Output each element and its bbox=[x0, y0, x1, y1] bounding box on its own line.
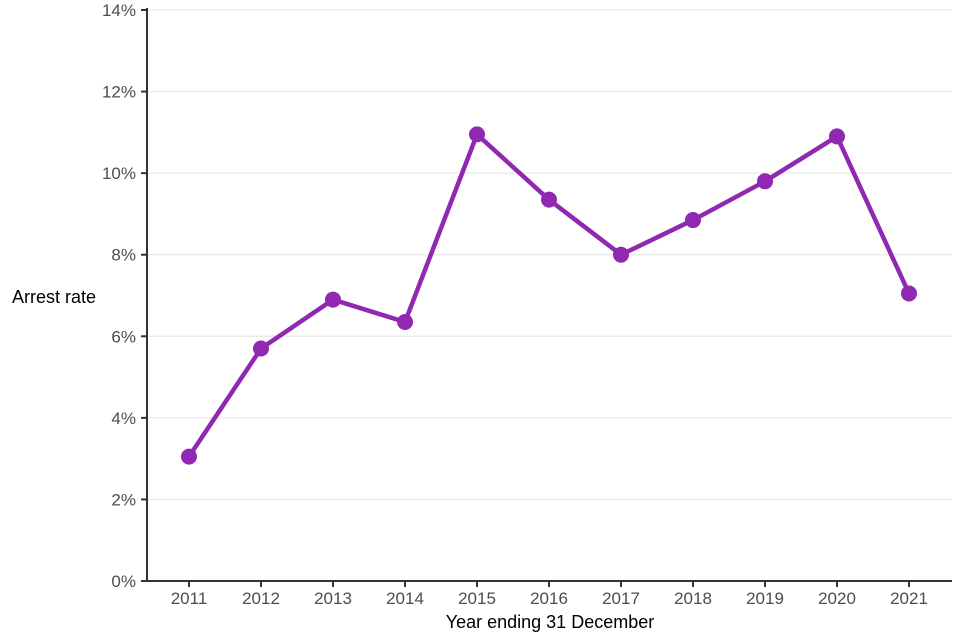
y-tick-label: 12% bbox=[102, 83, 136, 102]
axis-lines bbox=[146, 8, 952, 582]
y-tick-label: 0% bbox=[111, 572, 136, 591]
gridlines bbox=[147, 9, 952, 501]
data-point bbox=[325, 291, 341, 308]
data-point bbox=[613, 246, 629, 263]
data-point bbox=[397, 314, 413, 331]
data-point bbox=[469, 126, 485, 143]
data-point bbox=[685, 212, 701, 229]
x-tick-label: 2017 bbox=[602, 589, 640, 608]
data-series-line bbox=[186, 132, 912, 459]
x-tick-label: 2016 bbox=[530, 589, 568, 608]
data-point bbox=[181, 448, 197, 465]
x-axis-title: Year ending 31 December bbox=[446, 612, 654, 632]
data-point bbox=[757, 173, 773, 190]
data-point bbox=[253, 340, 269, 357]
y-tick-label: 14% bbox=[102, 1, 136, 20]
x-tick-label: 2013 bbox=[314, 589, 352, 608]
y-axis-ticks bbox=[141, 9, 147, 582]
y-tick-label: 4% bbox=[111, 409, 136, 428]
x-tick-label: 2021 bbox=[890, 589, 928, 608]
data-point bbox=[901, 285, 917, 302]
data-point-markers bbox=[181, 126, 917, 465]
x-axis-tick-labels: 2011 2012 2013 2014 2015 2016 2017 2018 2019 2020… bbox=[171, 589, 928, 608]
x-tick-label: 2019 bbox=[746, 589, 784, 608]
x-tick-label: 2011 bbox=[171, 589, 208, 608]
y-tick-label: 10% bbox=[102, 164, 136, 183]
y-tick-label: 8% bbox=[111, 246, 136, 265]
x-tick-label: 2018 bbox=[674, 589, 712, 608]
y-axis-title: Arrest rate bbox=[12, 287, 96, 307]
y-axis-tick-labels: 0% 2% 4% 6% 8% 10% 12% 14% bbox=[102, 1, 136, 591]
x-tick-label: 2015 bbox=[458, 589, 496, 608]
y-tick-label: 6% bbox=[111, 327, 136, 346]
x-tick-label: 2014 bbox=[386, 589, 424, 608]
y-tick-label: 2% bbox=[111, 490, 136, 509]
data-point bbox=[541, 191, 557, 208]
x-tick-label: 2020 bbox=[818, 589, 856, 608]
data-point bbox=[829, 128, 845, 145]
x-axis-ticks bbox=[188, 581, 910, 587]
x-tick-label: 2012 bbox=[242, 589, 280, 608]
